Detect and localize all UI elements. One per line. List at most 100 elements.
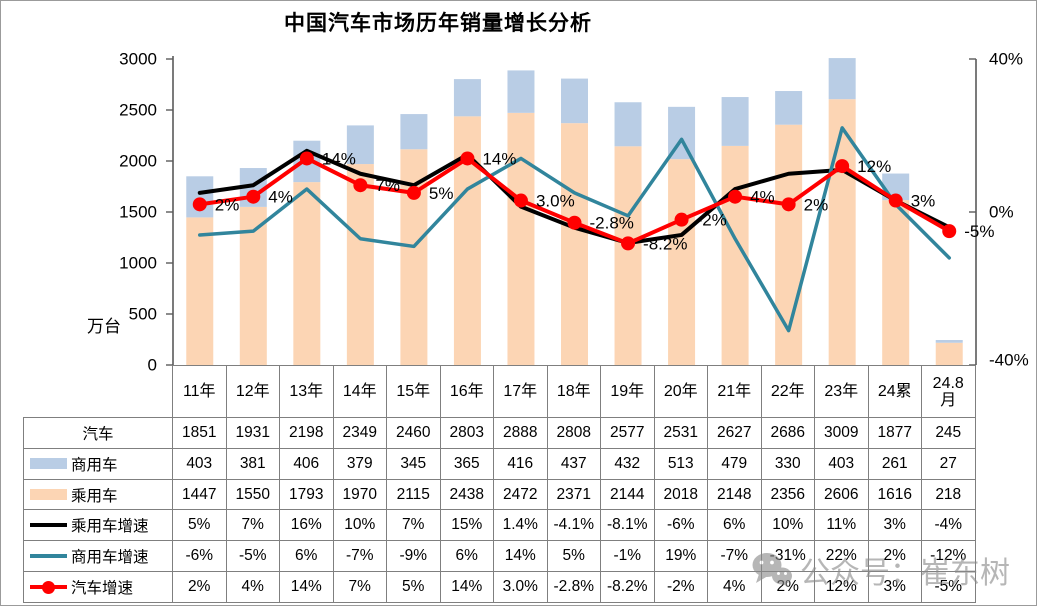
data-label: 2% <box>804 195 829 214</box>
chart-figure: 中国汽车市场历年销量增长分析 万台 0500100015002000250030… <box>0 0 1037 606</box>
table-value-cell: 2460 <box>387 418 441 449</box>
right-axis-tick-label: 40% <box>989 50 1023 69</box>
category-label: 12年 <box>227 365 281 418</box>
line-marker <box>835 159 849 173</box>
table-value-cell: -7% <box>708 541 762 572</box>
table-value-cell: 437 <box>548 449 602 480</box>
table-value-cell: 6% <box>280 541 334 572</box>
line-marker <box>621 236 635 250</box>
category-label: 15年 <box>387 365 441 418</box>
table-value-cell: -1% <box>601 541 655 572</box>
table-value-cell: 1931 <box>227 418 281 449</box>
legend-line-swatch <box>30 523 67 527</box>
series-name-label: 乘用车 <box>71 484 118 506</box>
table-value-cell: 2% <box>173 572 227 603</box>
category-label: 19年 <box>601 365 655 418</box>
table-value-cell: -2.8% <box>548 572 602 603</box>
table-value-cell: 2349 <box>334 418 388 449</box>
category-label: 13年 <box>280 365 334 418</box>
table-value-cell: 15% <box>441 510 495 541</box>
table-value-cell: 330 <box>762 449 816 480</box>
table-value-cell: 6% <box>708 510 762 541</box>
data-label: 14% <box>482 149 516 168</box>
bar-segment-passenger <box>668 159 695 365</box>
data-label: -2.8% <box>590 214 634 233</box>
category-label: 18年 <box>548 365 602 418</box>
table-value-cell: 7% <box>387 510 441 541</box>
table-value-cell: 381 <box>227 449 281 480</box>
table-value-cell: 2356 <box>762 480 816 511</box>
table-value-cell: -8.1% <box>601 510 655 541</box>
table-value-cell: 2606 <box>815 480 869 511</box>
line-marker <box>568 216 582 230</box>
bar-segment-commercial <box>454 79 481 116</box>
table-value-cell: 3.0% <box>494 572 548 603</box>
table-value-cell: -6% <box>655 510 709 541</box>
table-value-cell: 479 <box>708 449 762 480</box>
series-name-label: 汽车增速 <box>71 576 133 598</box>
left-axis-tick-label: 2000 <box>119 152 157 171</box>
bar-segment-passenger <box>561 123 588 365</box>
table-value-cell: -2% <box>655 572 709 603</box>
data-label: 4% <box>268 188 293 207</box>
bar-segment-commercial <box>561 79 588 124</box>
legend-bar-swatch <box>30 489 67 500</box>
table-value-cell: 1970 <box>334 480 388 511</box>
series-name-label: 乘用车增速 <box>71 514 149 536</box>
data-label: 7% <box>375 176 400 195</box>
table-value-cell: 416 <box>494 449 548 480</box>
left-axis-tick-label: 3000 <box>119 50 157 69</box>
table-value-cell: 2371 <box>548 480 602 511</box>
table-value-cell: 2577 <box>601 418 655 449</box>
table-value-cell: 2018 <box>655 480 709 511</box>
table-value-cell: 1550 <box>227 480 281 511</box>
table-value-cell: 2686 <box>762 418 816 449</box>
table-value-cell: 19% <box>655 541 709 572</box>
table-value-cell: 2% <box>869 541 923 572</box>
left-axis-tick-label: 1500 <box>119 203 157 222</box>
category-label: 20年 <box>655 365 709 418</box>
line-marker <box>942 224 956 238</box>
series-name-label: 商用车 <box>71 453 118 475</box>
table-value-cell: 2472 <box>494 480 548 511</box>
table-value-cell: 3% <box>869 510 923 541</box>
series-name-cell: 乘用车增速 <box>23 510 173 541</box>
table-value-cell: 14% <box>441 572 495 603</box>
table-value-cell: 1616 <box>869 480 923 511</box>
category-label: 23年 <box>815 365 869 418</box>
legend-bar-swatch <box>30 458 67 469</box>
series-name-label: 商用车增速 <box>71 545 149 567</box>
table-value-cell: 7% <box>334 572 388 603</box>
data-label: 3% <box>911 192 936 211</box>
table-value-cell: 2808 <box>548 418 602 449</box>
series-name-cell: 商用车 <box>23 449 173 480</box>
bar-segment-commercial <box>615 102 642 146</box>
bar-segment-commercial <box>829 58 856 99</box>
table-value-cell: 2438 <box>441 480 495 511</box>
line-marker <box>889 194 903 208</box>
table-value-cell: -12% <box>922 541 976 572</box>
bar-segment-commercial <box>936 340 963 343</box>
left-axis-tick-label: 2500 <box>119 101 157 120</box>
legend-line-marker-swatch <box>30 580 67 594</box>
table-value-cell: -4% <box>922 510 976 541</box>
category-label: 24累 <box>869 365 923 418</box>
table-value-cell: 2148 <box>708 480 762 511</box>
bar-segment-passenger <box>936 343 963 365</box>
table-value-cell: 14% <box>494 541 548 572</box>
line-marker <box>728 190 742 204</box>
table-value-cell: 5% <box>173 510 227 541</box>
table-value-cell: -4.1% <box>548 510 602 541</box>
data-label: -5% <box>964 222 994 241</box>
table-value-cell: 2531 <box>655 418 709 449</box>
bar-segment-commercial <box>400 114 427 149</box>
table-value-cell: 345 <box>387 449 441 480</box>
table-value-cell: 406 <box>280 449 334 480</box>
line-marker <box>782 197 796 211</box>
bar-segment-commercial <box>507 70 534 112</box>
data-label: 2% <box>215 195 240 214</box>
table-value-cell: 403 <box>815 449 869 480</box>
table-value-cell: 14% <box>280 572 334 603</box>
left-axis-tick-label: 500 <box>129 305 157 324</box>
table-value-cell: 513 <box>655 449 709 480</box>
